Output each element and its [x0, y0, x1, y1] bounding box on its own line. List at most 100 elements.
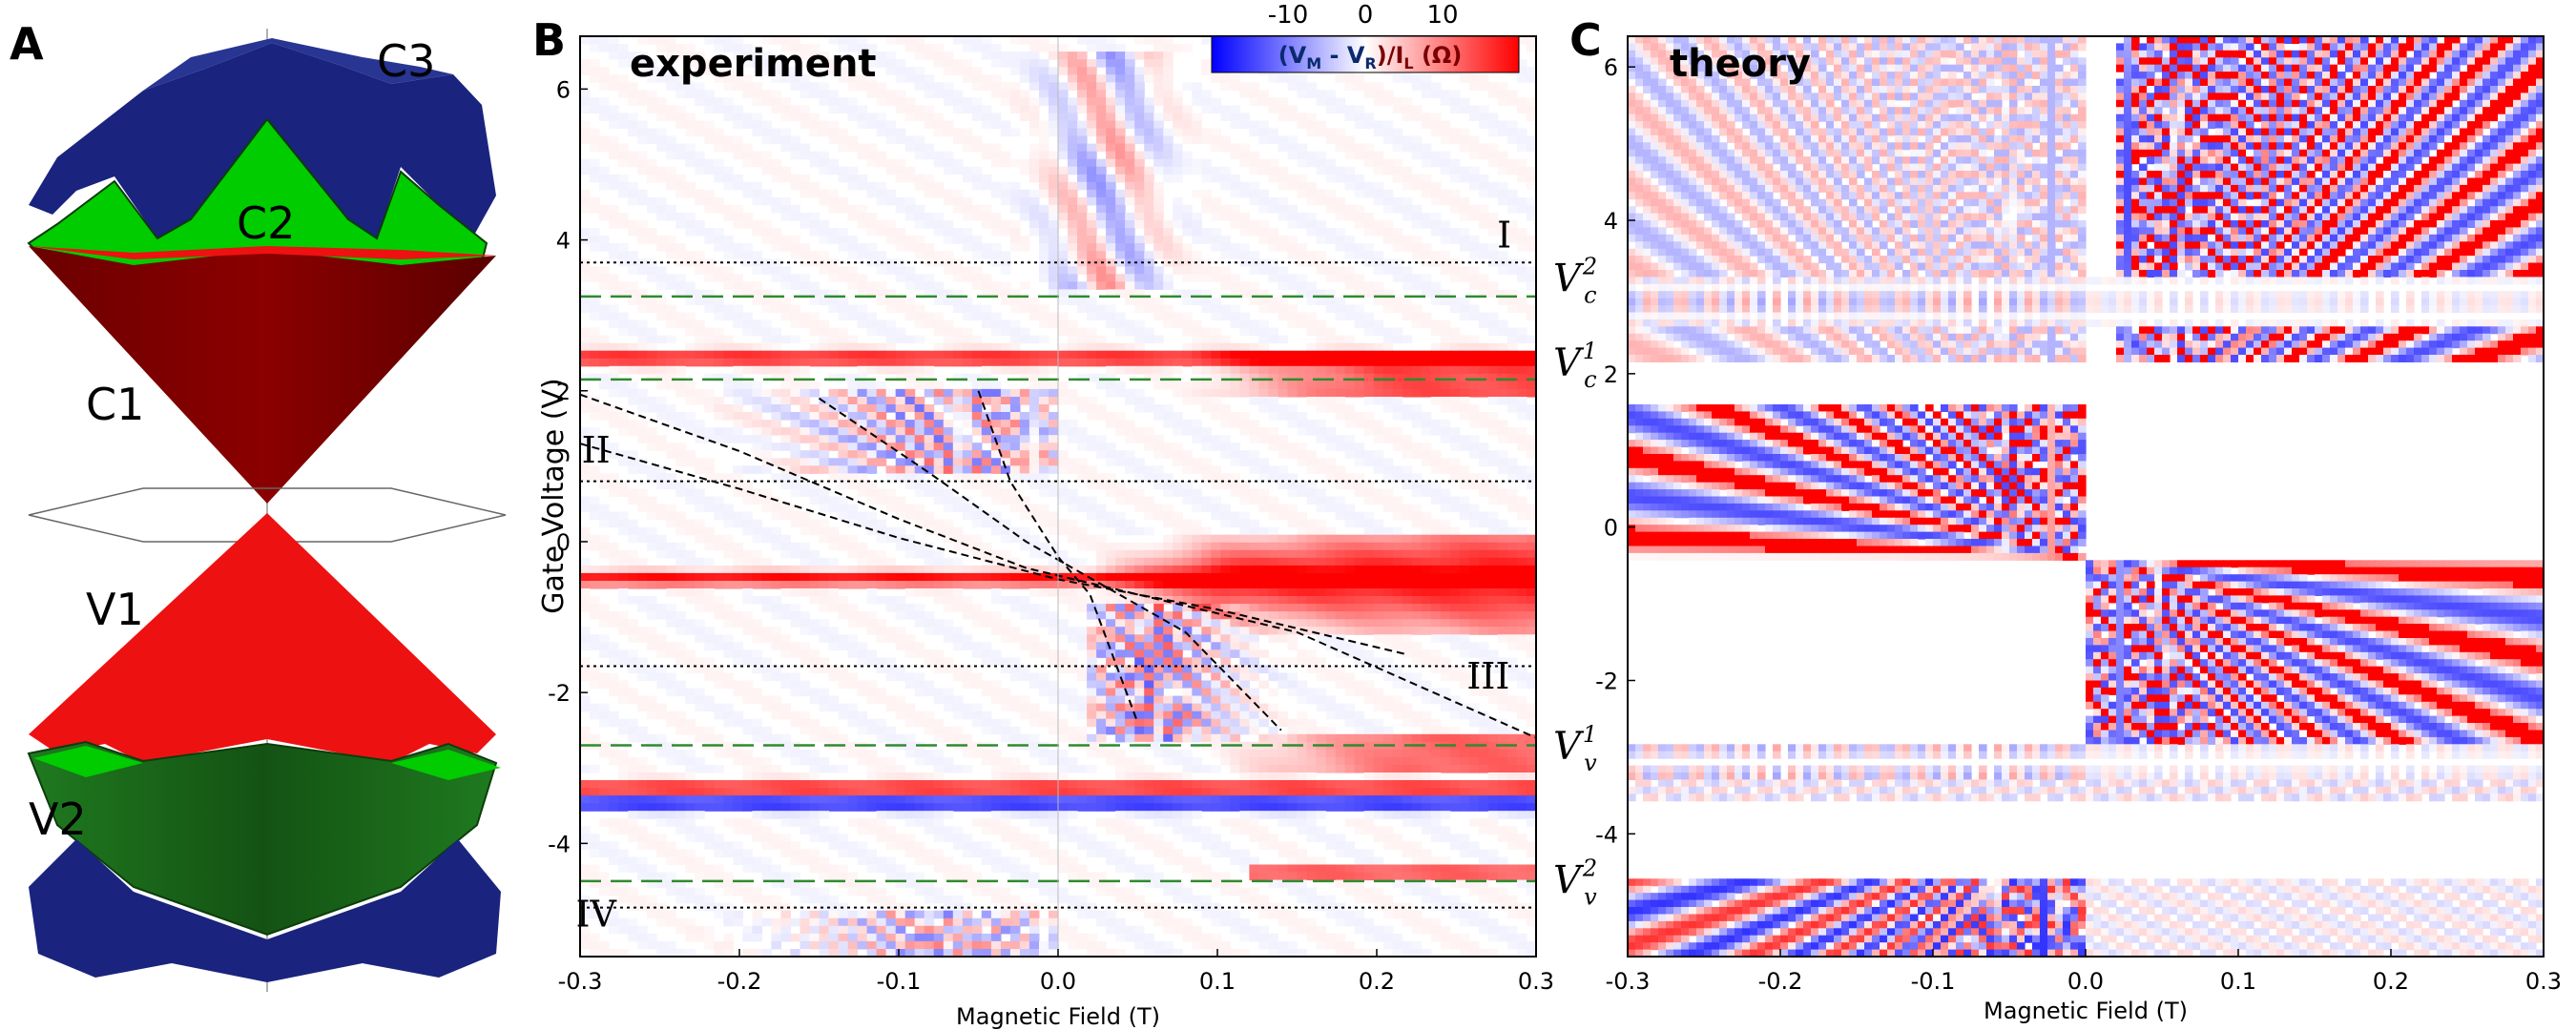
- heat-cell: [1325, 388, 1337, 398]
- heat-cell: [1144, 549, 1154, 559]
- heat-cell: [1449, 572, 1461, 582]
- heat-cell: [809, 572, 821, 582]
- heat-cell: [1297, 511, 1308, 521]
- heat-cell: [1173, 128, 1183, 137]
- heat-cell: [885, 59, 897, 68]
- heat-cell: [742, 289, 753, 298]
- heat-cell: [790, 473, 800, 482]
- heat-cell: [819, 82, 830, 91]
- heat-cell: [1115, 204, 1126, 214]
- heat-cell: [1382, 335, 1394, 344]
- heat-cell: [971, 404, 983, 413]
- heat-cell: [1134, 335, 1145, 344]
- heat-cell: [1220, 443, 1231, 451]
- heat-cell: [1411, 373, 1423, 382]
- heat-cell: [800, 397, 811, 405]
- heat-cell: [1115, 158, 1126, 168]
- heat-cell: [1497, 381, 1508, 390]
- heat-cell: [1468, 304, 1480, 314]
- heat-cell: [1182, 458, 1193, 466]
- heat-cell: [647, 274, 657, 282]
- heat-cell: [1411, 243, 1423, 252]
- heat-cell: [685, 82, 696, 91]
- heat-cell: [1239, 143, 1250, 153]
- heat-cell: [656, 473, 667, 482]
- heat-cell: [1402, 274, 1413, 282]
- heat-cell: [828, 458, 840, 466]
- heat-cell: [800, 312, 811, 321]
- heat-cell: [637, 565, 648, 574]
- heat-cell: [838, 243, 849, 252]
- heat-cell: [609, 120, 619, 130]
- heat-cell: [962, 404, 973, 413]
- heat-cell: [809, 120, 821, 130]
- heat-cell: [1134, 572, 1145, 582]
- heat-cell: [1468, 82, 1480, 91]
- heat-cell: [1278, 443, 1289, 451]
- heat-cell: [885, 304, 897, 314]
- heat-cell: [1049, 196, 1059, 206]
- heat-cell: [637, 90, 648, 98]
- heat-cell: [1000, 158, 1011, 168]
- heat-cell: [914, 181, 925, 191]
- heat-cell: [1211, 481, 1221, 489]
- heat-cell: [1527, 504, 1536, 513]
- heat-cell: [733, 519, 743, 528]
- heat-cell: [1468, 542, 1480, 551]
- heat-cell: [1268, 97, 1278, 106]
- heat-cell: [1211, 565, 1221, 574]
- heat-cell: [695, 158, 705, 168]
- heat-cell: [876, 350, 887, 360]
- heat-cell: [962, 228, 973, 237]
- heat-cell: [1134, 213, 1145, 221]
- heat-cell: [590, 427, 600, 436]
- heat-cell: [1527, 588, 1536, 597]
- heat-cell: [675, 549, 686, 559]
- heat-cell: [1096, 166, 1107, 175]
- heat-cell: [1182, 557, 1193, 566]
- heat-cell: [819, 228, 830, 237]
- heat-cell: [866, 342, 878, 352]
- heat-cell: [1163, 581, 1174, 589]
- heat-cell: [1173, 534, 1183, 544]
- heat-cell: [742, 312, 753, 321]
- heat-cell: [599, 443, 610, 451]
- heat-cell: [1068, 297, 1078, 305]
- heat-cell: [1182, 289, 1193, 298]
- heat-cell: [1106, 74, 1116, 83]
- heat-cell: [1115, 542, 1126, 551]
- heat-cell: [1028, 511, 1040, 521]
- heat-cell: [1239, 412, 1250, 421]
- heat-cell: [876, 82, 887, 91]
- heat-cell: [1220, 335, 1231, 344]
- heat-cell: [1192, 297, 1202, 305]
- heat-cell: [1106, 113, 1116, 121]
- heat-cell: [1144, 67, 1154, 75]
- heat-cell: [1144, 105, 1154, 113]
- heat-cell: [1201, 342, 1212, 352]
- heat-cell: [1125, 435, 1135, 443]
- heat-cell: [1497, 166, 1508, 175]
- heat-cell: [714, 236, 724, 244]
- heat-cell: [1144, 36, 1154, 45]
- heat-cell: [1382, 557, 1394, 566]
- heat-cell: [1527, 358, 1536, 367]
- heat-cell: [1009, 158, 1021, 168]
- heat-cell: [666, 450, 676, 459]
- heat-cell: [1373, 166, 1384, 175]
- heat-cell: [990, 526, 1002, 536]
- heat-cell: [1382, 504, 1394, 513]
- heat-cell: [1478, 481, 1489, 489]
- heat-cell: [1077, 143, 1088, 153]
- heat-cell: [780, 473, 791, 482]
- heat-cell: [981, 488, 992, 498]
- heat-cell: [1392, 588, 1403, 597]
- heat-cell: [828, 572, 840, 582]
- heat-cell: [1039, 588, 1049, 597]
- heat-cell: [1201, 397, 1212, 405]
- heat-cell: [742, 420, 753, 428]
- heat-cell: [714, 135, 724, 145]
- heat-cell: [714, 105, 724, 113]
- heat-cell: [1268, 373, 1278, 382]
- heat-cell: [1506, 504, 1518, 513]
